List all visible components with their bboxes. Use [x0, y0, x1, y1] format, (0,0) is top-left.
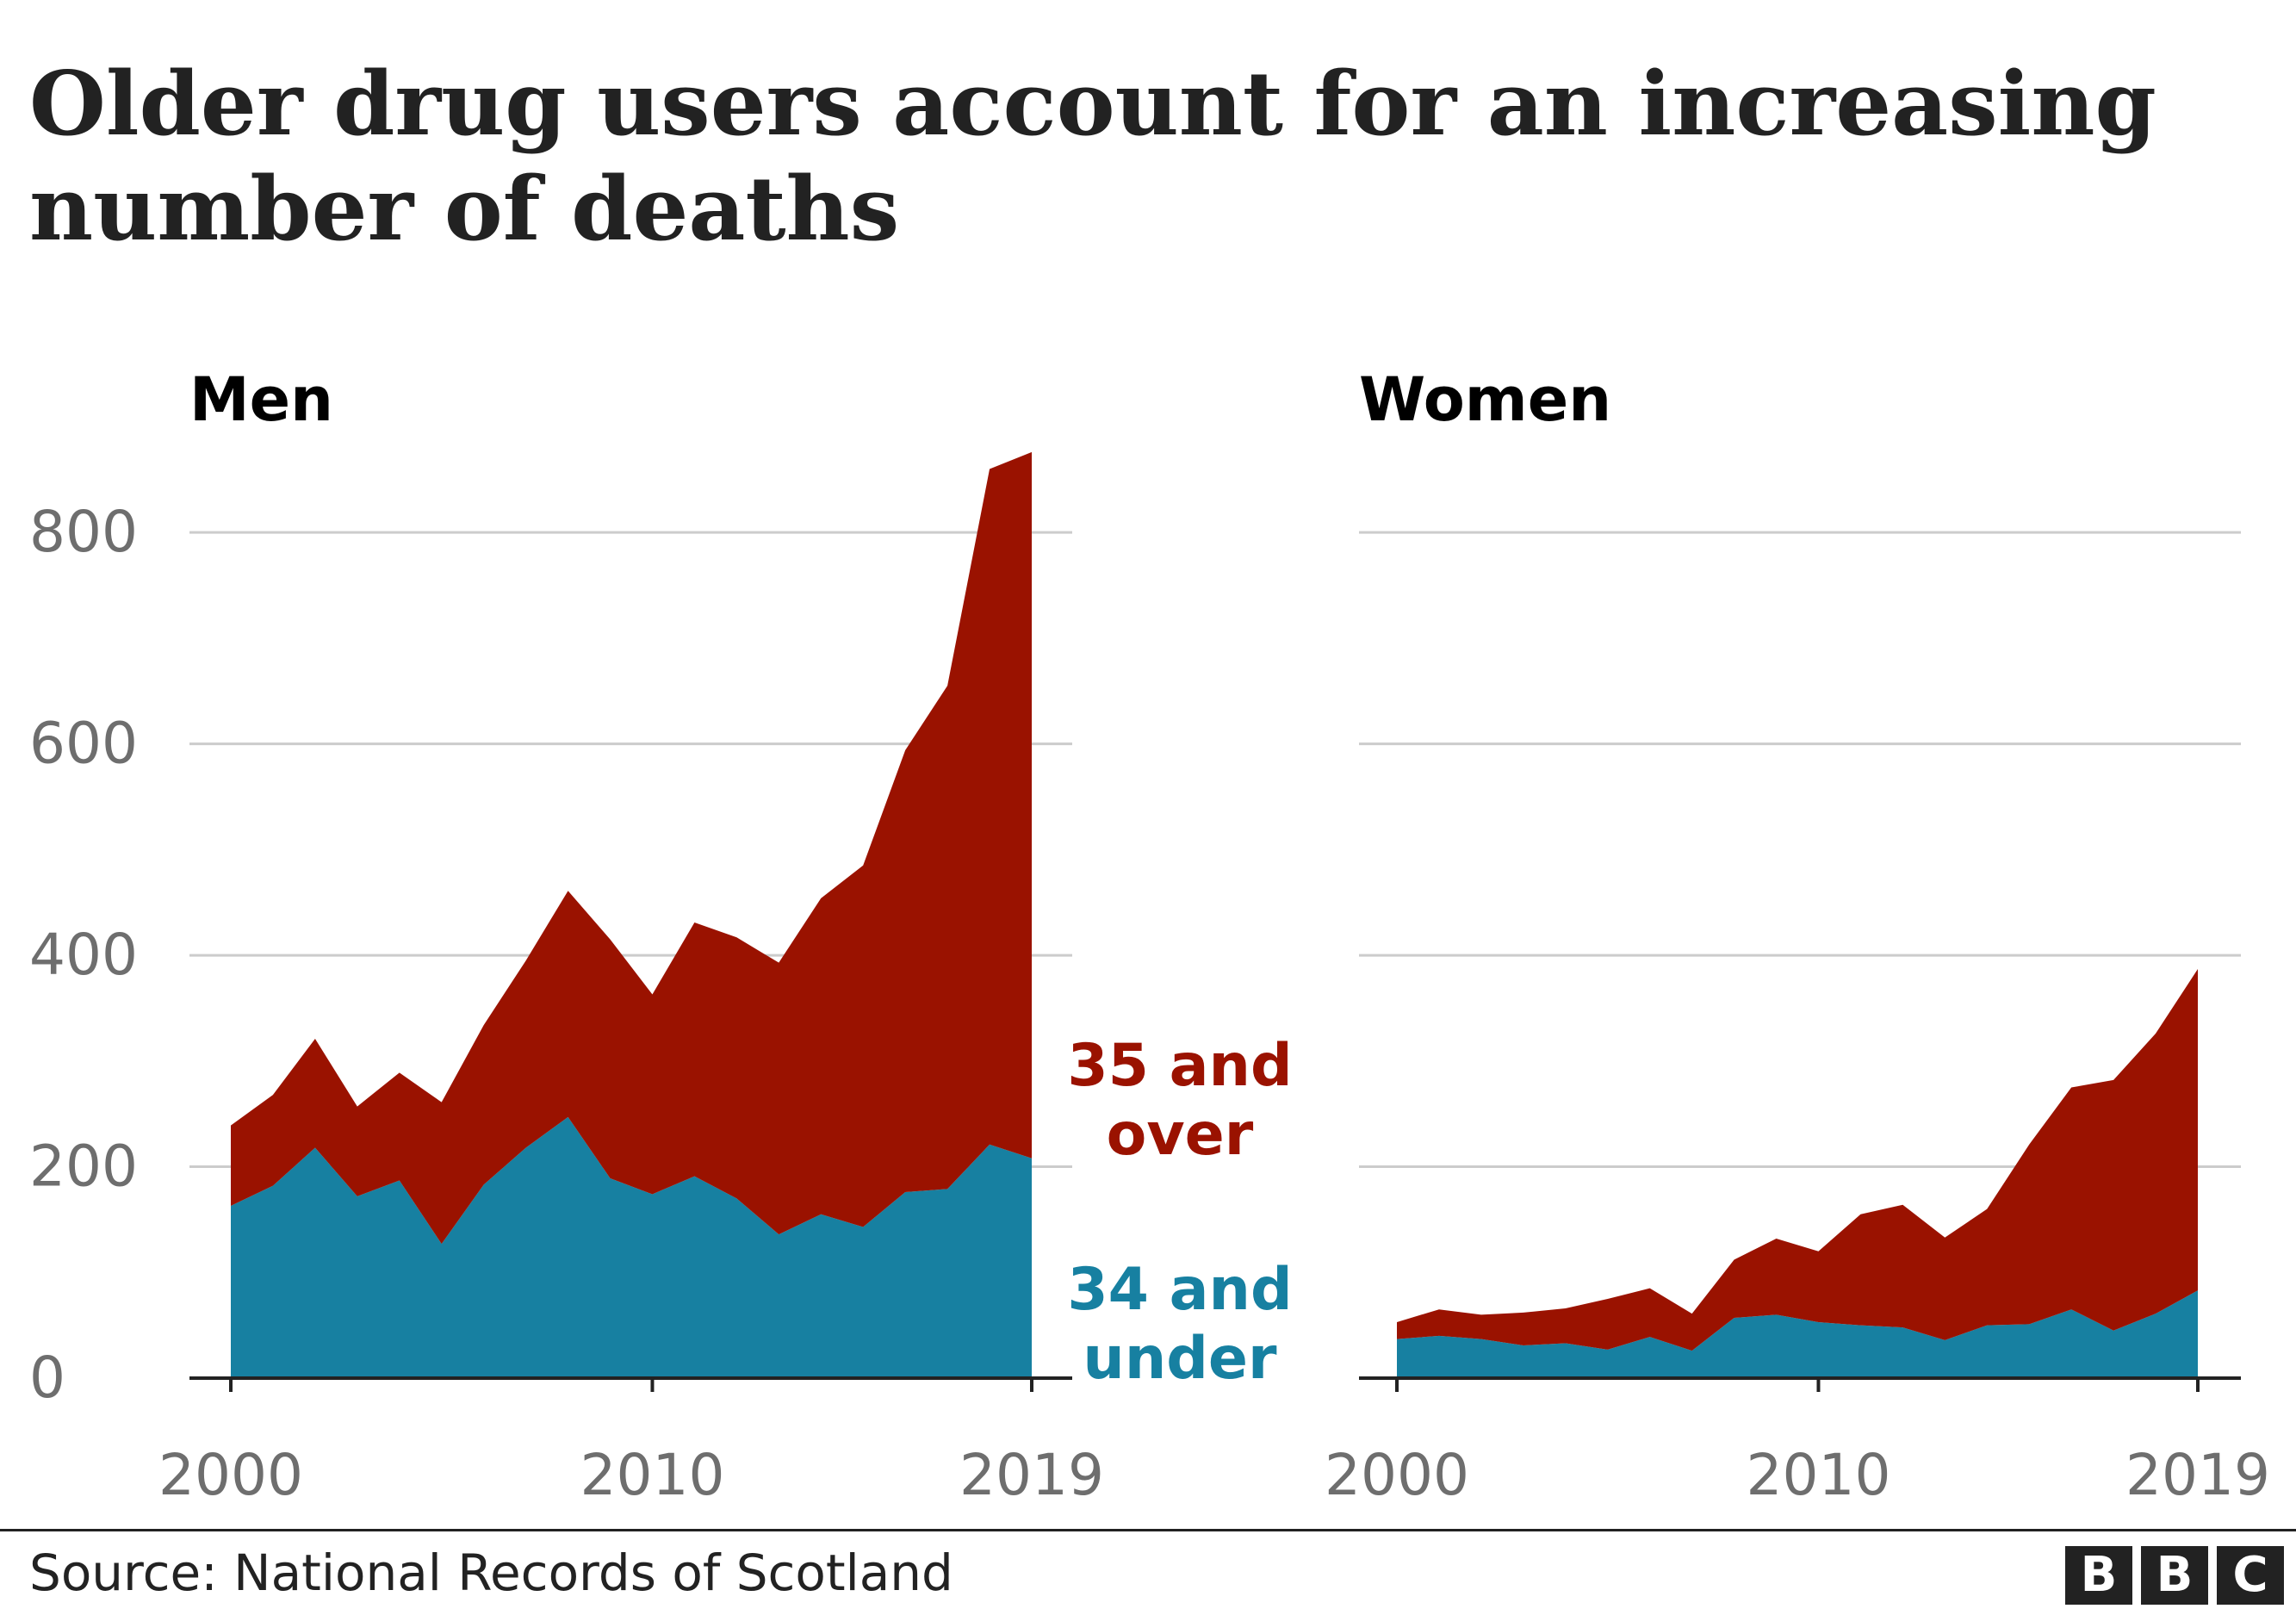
- x-tick-label: 2019: [959, 1442, 1104, 1508]
- x-tick-label: 2010: [580, 1442, 724, 1508]
- label-34-and-under-line2: under: [1083, 1325, 1277, 1393]
- bbc-logo-letter: B: [2141, 1546, 2208, 1605]
- area-35-and-over: [1397, 969, 2198, 1351]
- label-34-and-under-line1: 34 and: [1067, 1256, 1292, 1324]
- panel-title: Men: [189, 364, 333, 435]
- source-note: Source: National Records of Scotland: [29, 1544, 953, 1602]
- x-tick-label: 2000: [158, 1442, 303, 1508]
- chart-title: Older drug users account for an increasi…: [29, 53, 2156, 261]
- area-34-and-under: [231, 1116, 1032, 1378]
- area-34-and-under: [1397, 1290, 2198, 1378]
- bbc-logo: B B C: [2065, 1546, 2284, 1605]
- y-tick-label: 0: [29, 1345, 65, 1411]
- x-tick-label: 2019: [2125, 1442, 2270, 1508]
- x-tick-label: 2010: [1746, 1442, 1890, 1508]
- women-panel: Women 2000 2010 2019: [1325, 364, 2270, 1508]
- y-tick-label: 800: [29, 499, 138, 565]
- label-35-and-over-line2: over: [1107, 1101, 1254, 1169]
- panel-title: Women: [1359, 364, 1611, 435]
- men-panel: Men 2000 2010 2019 0 200 400 600 800: [29, 364, 1104, 1508]
- series-inline-labels: 35 and over 34 and under: [1067, 1032, 1292, 1393]
- footer-divider: [0, 1529, 2296, 1531]
- y-tick-label: 200: [29, 1134, 138, 1200]
- y-tick-label: 600: [29, 711, 138, 777]
- y-tick-label: 400: [29, 922, 138, 988]
- label-35-and-over-line1: 35 and: [1067, 1032, 1292, 1100]
- x-tick-label: 2000: [1325, 1442, 1469, 1508]
- bbc-logo-letter: C: [2217, 1546, 2284, 1605]
- area-35-and-over: [231, 451, 1032, 1245]
- bbc-logo-letter: B: [2065, 1546, 2132, 1605]
